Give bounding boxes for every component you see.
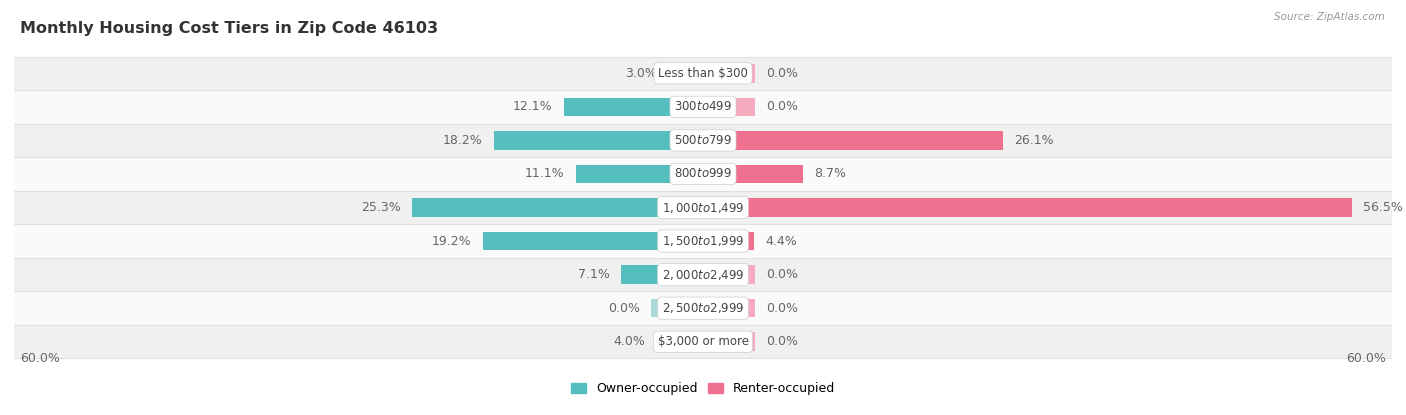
- Text: 56.5%: 56.5%: [1364, 201, 1403, 214]
- Bar: [703, 64, 755, 83]
- FancyBboxPatch shape: [14, 191, 1392, 224]
- Text: 60.0%: 60.0%: [1347, 352, 1386, 364]
- Text: 18.2%: 18.2%: [443, 134, 482, 147]
- Text: 0.0%: 0.0%: [766, 302, 799, 315]
- Text: Source: ZipAtlas.com: Source: ZipAtlas.com: [1274, 12, 1385, 22]
- Bar: [669, 64, 703, 83]
- Text: 26.1%: 26.1%: [1014, 134, 1053, 147]
- Text: 8.7%: 8.7%: [814, 167, 846, 181]
- FancyBboxPatch shape: [14, 157, 1392, 191]
- Bar: [703, 165, 803, 183]
- Text: 12.1%: 12.1%: [513, 100, 553, 113]
- FancyBboxPatch shape: [14, 258, 1392, 291]
- Bar: [494, 131, 703, 150]
- Bar: [575, 165, 703, 183]
- Text: 4.4%: 4.4%: [765, 234, 797, 248]
- Text: 0.0%: 0.0%: [766, 67, 799, 80]
- Text: Monthly Housing Cost Tiers in Zip Code 46103: Monthly Housing Cost Tiers in Zip Code 4…: [20, 22, 437, 37]
- Bar: [657, 332, 703, 351]
- Text: 0.0%: 0.0%: [607, 302, 640, 315]
- Text: $3,000 or more: $3,000 or more: [658, 335, 748, 348]
- Text: 7.1%: 7.1%: [578, 268, 610, 281]
- Text: $300 to $499: $300 to $499: [673, 100, 733, 113]
- Text: Less than $300: Less than $300: [658, 67, 748, 80]
- Bar: [703, 232, 754, 250]
- Text: $2,000 to $2,499: $2,000 to $2,499: [662, 268, 744, 282]
- Bar: [564, 98, 703, 116]
- Text: 19.2%: 19.2%: [432, 234, 471, 248]
- Bar: [703, 265, 755, 284]
- Legend: Owner-occupied, Renter-occupied: Owner-occupied, Renter-occupied: [567, 377, 839, 400]
- Bar: [703, 299, 755, 317]
- FancyBboxPatch shape: [14, 90, 1392, 124]
- Text: 3.0%: 3.0%: [626, 67, 657, 80]
- FancyBboxPatch shape: [14, 224, 1392, 258]
- Text: 0.0%: 0.0%: [766, 268, 799, 281]
- Text: $500 to $799: $500 to $799: [673, 134, 733, 147]
- Text: $1,500 to $1,999: $1,500 to $1,999: [662, 234, 744, 248]
- Text: 4.0%: 4.0%: [613, 335, 645, 348]
- Text: $2,500 to $2,999: $2,500 to $2,999: [662, 301, 744, 315]
- Text: $1,000 to $1,499: $1,000 to $1,499: [662, 200, 744, 215]
- Text: 0.0%: 0.0%: [766, 100, 799, 113]
- FancyBboxPatch shape: [14, 325, 1392, 359]
- Text: 11.1%: 11.1%: [524, 167, 564, 181]
- Bar: [703, 98, 755, 116]
- Text: $800 to $999: $800 to $999: [673, 167, 733, 181]
- FancyBboxPatch shape: [14, 124, 1392, 157]
- Bar: [412, 198, 703, 217]
- Bar: [651, 299, 703, 317]
- Bar: [482, 232, 703, 250]
- Text: 0.0%: 0.0%: [766, 335, 799, 348]
- Text: 60.0%: 60.0%: [20, 352, 59, 364]
- Text: 25.3%: 25.3%: [361, 201, 401, 214]
- Bar: [703, 198, 1351, 217]
- FancyBboxPatch shape: [14, 291, 1392, 325]
- Bar: [621, 265, 703, 284]
- Bar: [703, 131, 1002, 150]
- Bar: [703, 332, 755, 351]
- FancyBboxPatch shape: [14, 56, 1392, 90]
